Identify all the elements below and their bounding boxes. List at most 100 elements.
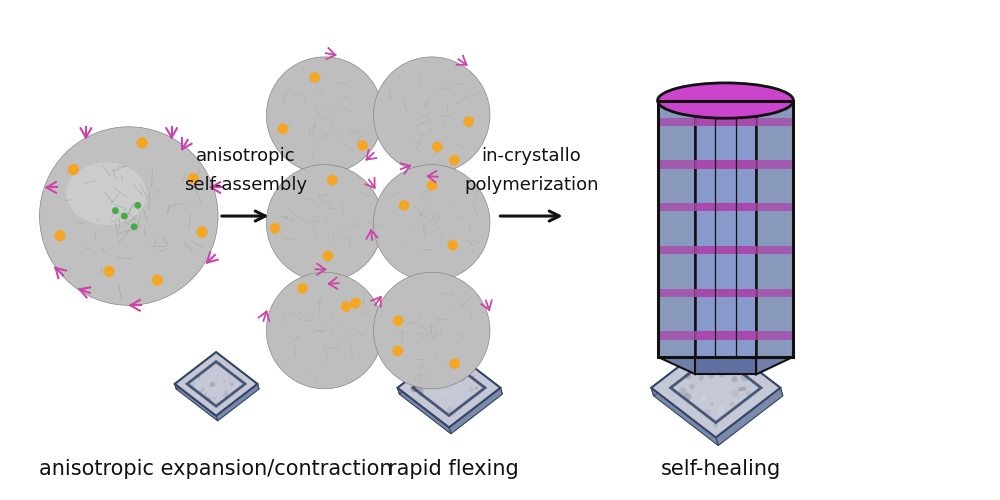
Circle shape xyxy=(482,384,486,388)
Circle shape xyxy=(229,370,235,376)
Circle shape xyxy=(219,362,222,365)
Circle shape xyxy=(327,175,338,186)
Circle shape xyxy=(421,391,423,394)
Circle shape xyxy=(411,386,418,392)
Circle shape xyxy=(451,412,456,417)
Polygon shape xyxy=(695,160,756,168)
Circle shape xyxy=(190,380,193,383)
Circle shape xyxy=(684,393,691,400)
Polygon shape xyxy=(658,100,695,356)
Circle shape xyxy=(713,423,718,428)
Polygon shape xyxy=(175,384,218,421)
Circle shape xyxy=(417,388,423,394)
Circle shape xyxy=(472,375,474,378)
Circle shape xyxy=(729,388,737,396)
Circle shape xyxy=(266,164,383,281)
Ellipse shape xyxy=(66,162,147,225)
Circle shape xyxy=(445,365,448,368)
Circle shape xyxy=(440,390,446,396)
Circle shape xyxy=(213,397,216,400)
Polygon shape xyxy=(716,338,783,396)
Circle shape xyxy=(478,391,481,394)
Circle shape xyxy=(454,374,458,377)
Text: rapid flexing: rapid flexing xyxy=(388,459,519,479)
Polygon shape xyxy=(449,348,502,394)
Circle shape xyxy=(341,301,351,312)
Polygon shape xyxy=(695,356,756,374)
Circle shape xyxy=(475,387,478,390)
Circle shape xyxy=(439,383,442,386)
Polygon shape xyxy=(216,384,259,421)
Circle shape xyxy=(452,410,455,413)
Circle shape xyxy=(448,240,458,250)
Circle shape xyxy=(266,272,383,389)
Text: polymerization: polymerization xyxy=(464,176,599,194)
Text: self-healing: self-healing xyxy=(661,459,781,479)
Circle shape xyxy=(266,57,383,174)
Circle shape xyxy=(103,266,115,277)
Polygon shape xyxy=(756,100,793,356)
Circle shape xyxy=(212,386,216,390)
Circle shape xyxy=(297,283,308,294)
Circle shape xyxy=(731,368,738,375)
Circle shape xyxy=(421,376,424,379)
Circle shape xyxy=(463,116,474,127)
Text: in-crystallo: in-crystallo xyxy=(482,146,581,164)
Circle shape xyxy=(68,164,79,175)
Text: anisotropic expansion/contraction: anisotropic expansion/contraction xyxy=(39,459,393,479)
Circle shape xyxy=(270,223,280,234)
Circle shape xyxy=(39,127,218,306)
Polygon shape xyxy=(695,332,756,340)
Circle shape xyxy=(201,388,205,392)
Circle shape xyxy=(460,372,463,376)
Circle shape xyxy=(228,371,232,376)
Circle shape xyxy=(399,200,409,211)
Circle shape xyxy=(201,380,203,382)
Circle shape xyxy=(468,387,474,392)
Circle shape xyxy=(210,382,215,387)
Polygon shape xyxy=(651,338,780,438)
Circle shape xyxy=(458,375,465,382)
Polygon shape xyxy=(695,118,756,126)
Polygon shape xyxy=(398,348,500,428)
Circle shape xyxy=(223,394,228,399)
Circle shape xyxy=(685,372,691,379)
Circle shape xyxy=(232,374,234,376)
Circle shape xyxy=(720,372,725,378)
Circle shape xyxy=(121,212,128,220)
Circle shape xyxy=(446,354,452,360)
Polygon shape xyxy=(658,203,695,211)
Circle shape xyxy=(704,409,711,416)
Circle shape xyxy=(137,137,148,148)
Circle shape xyxy=(718,412,722,416)
Circle shape xyxy=(712,396,718,402)
Circle shape xyxy=(207,397,212,402)
Circle shape xyxy=(152,274,163,286)
Circle shape xyxy=(731,376,738,382)
Circle shape xyxy=(229,382,234,386)
Circle shape xyxy=(449,155,460,166)
Circle shape xyxy=(723,416,727,420)
Circle shape xyxy=(357,140,368,151)
Circle shape xyxy=(447,407,453,414)
Circle shape xyxy=(322,250,333,262)
Circle shape xyxy=(373,272,490,389)
Polygon shape xyxy=(216,352,259,389)
Circle shape xyxy=(689,384,695,389)
Circle shape xyxy=(738,387,743,392)
Circle shape xyxy=(718,405,725,412)
Circle shape xyxy=(309,72,320,83)
Circle shape xyxy=(193,382,195,384)
Polygon shape xyxy=(658,118,695,126)
Circle shape xyxy=(221,396,225,400)
Polygon shape xyxy=(756,288,793,297)
Polygon shape xyxy=(658,288,695,297)
Circle shape xyxy=(679,387,687,396)
Circle shape xyxy=(741,386,746,391)
Polygon shape xyxy=(658,332,695,340)
Circle shape xyxy=(191,388,194,392)
Circle shape xyxy=(477,394,480,397)
Circle shape xyxy=(692,374,700,382)
Text: self-assembly: self-assembly xyxy=(184,176,307,194)
Circle shape xyxy=(442,362,447,368)
